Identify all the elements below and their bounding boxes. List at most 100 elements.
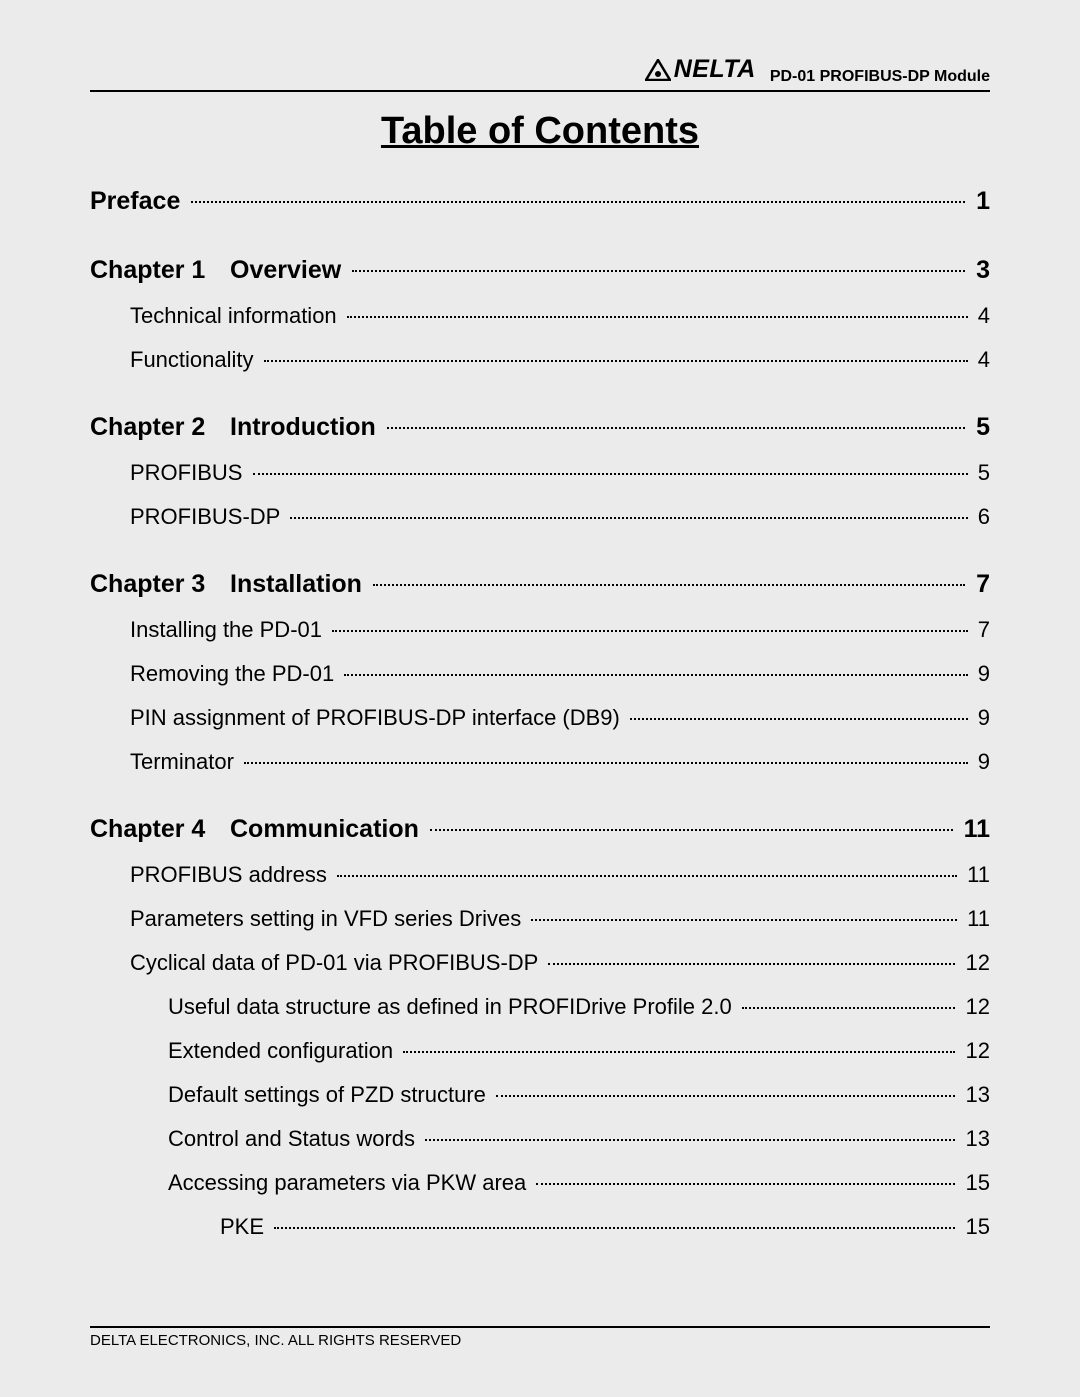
toc-entry-label: PIN assignment of PROFIBUS-DP interface … xyxy=(130,705,626,731)
toc-entry-label: PROFIBUS-DP xyxy=(130,504,286,530)
toc-entry-page: 9 xyxy=(972,661,990,687)
toc-entry-text: PROFIBUS address xyxy=(130,862,327,887)
toc-entry-label: Accessing parameters via PKW area xyxy=(168,1170,532,1196)
toc-leader-dots xyxy=(337,875,957,877)
toc-entry-page: 4 xyxy=(972,347,990,373)
brand-text: NELTA xyxy=(674,55,756,84)
toc-entry-label: Default settings of PZD structure xyxy=(168,1082,492,1108)
toc-entry-label: PKE xyxy=(220,1214,270,1240)
toc-entry-label: Cyclical data of PD-01 via PROFIBUS-DP xyxy=(130,950,544,976)
footer-text: DELTA ELECTRONICS, INC. ALL RIGHTS RESER… xyxy=(90,1332,461,1349)
toc-entry: Functionality 4 xyxy=(130,347,990,373)
toc-entry-text: PROFIBUS-DP xyxy=(130,504,280,529)
toc-entry-text: Communication xyxy=(230,815,419,843)
toc-entry-text: Useful data structure as defined in PROF… xyxy=(168,994,732,1019)
toc-entry: Extended configuration 12 xyxy=(168,1038,990,1064)
toc-entry: PKE 15 xyxy=(220,1214,990,1240)
toc-entry-page: 9 xyxy=(972,749,990,775)
toc-leader-dots xyxy=(430,829,953,831)
page-root: NELTA PD-01 PROFIBUS-DP Module Table of … xyxy=(0,0,1080,1397)
toc-entry-label: Functionality xyxy=(130,347,260,373)
toc-list: Preface 1Chapter 1Overview 3Technical in… xyxy=(90,187,990,1240)
toc-entry: PROFIBUS-DP 6 xyxy=(130,504,990,530)
toc-entry: Chapter 1Overview 3 xyxy=(90,256,990,285)
toc-entry: Cyclical data of PD-01 via PROFIBUS-DP 1… xyxy=(130,950,990,976)
toc-entry-page: 13 xyxy=(959,1126,990,1152)
toc-entry-page: 9 xyxy=(972,705,990,731)
toc-entry-label: Chapter 4Communication xyxy=(90,815,426,844)
toc-entry-text: Default settings of PZD structure xyxy=(168,1082,486,1107)
toc-entry-text: Introduction xyxy=(230,413,376,441)
toc-entry-label: Extended configuration xyxy=(168,1038,399,1064)
toc-entry-label: Chapter 2Introduction xyxy=(90,413,383,442)
toc-entry: PIN assignment of PROFIBUS-DP interface … xyxy=(130,705,990,731)
toc-leader-dots xyxy=(264,360,968,362)
toc-entry-prefix: Chapter 1 xyxy=(90,256,230,285)
toc-entry-label: Chapter 3Installation xyxy=(90,570,369,599)
toc-entry-label: Chapter 1Overview xyxy=(90,256,348,285)
toc-entry: Installing the PD-01 7 xyxy=(130,617,990,643)
toc-entry-text: Terminator xyxy=(130,749,234,774)
toc-leader-dots xyxy=(274,1227,955,1229)
toc-entry-page: 11 xyxy=(957,815,990,844)
toc-entry-page: 7 xyxy=(972,617,990,643)
toc-entry-text: Removing the PD-01 xyxy=(130,661,334,686)
toc-leader-dots xyxy=(536,1183,955,1185)
toc-leader-dots xyxy=(496,1095,955,1097)
toc-entry-prefix: Chapter 3 xyxy=(90,570,230,599)
toc-leader-dots xyxy=(403,1051,955,1053)
toc-entry-page: 5 xyxy=(972,460,990,486)
toc-entry: Technical information 4 xyxy=(130,303,990,329)
toc-leader-dots xyxy=(548,963,955,965)
toc-entry-label: PROFIBUS address xyxy=(130,862,333,888)
toc-leader-dots xyxy=(244,762,968,764)
toc-entry: Chapter 4Communication 11 xyxy=(90,815,990,844)
toc-leader-dots xyxy=(332,630,968,632)
toc-entry-label: Technical information xyxy=(130,303,343,329)
toc-leader-dots xyxy=(347,316,968,318)
toc-entry: Chapter 3Installation 7 xyxy=(90,570,990,599)
toc-entry-label: Control and Status words xyxy=(168,1126,421,1152)
toc-entry-prefix: Chapter 4 xyxy=(90,815,230,844)
brand-logo: NELTA xyxy=(645,55,756,84)
toc-entry: Control and Status words 13 xyxy=(168,1126,990,1152)
toc-leader-dots xyxy=(191,201,965,203)
toc-entry: Chapter 2Introduction 5 xyxy=(90,413,990,442)
toc-leader-dots xyxy=(373,584,965,586)
toc-entry-text: Accessing parameters via PKW area xyxy=(168,1170,526,1195)
toc-entry-text: Installing the PD-01 xyxy=(130,617,322,642)
toc-entry: PROFIBUS address 11 xyxy=(130,862,990,888)
toc-entry-prefix: Chapter 2 xyxy=(90,413,230,442)
toc-leader-dots xyxy=(352,270,965,272)
toc-entry-text: PIN assignment of PROFIBUS-DP interface … xyxy=(130,705,620,730)
toc-entry-label: PROFIBUS xyxy=(130,460,249,486)
toc-entry-label: Terminator xyxy=(130,749,240,775)
toc-entry: Useful data structure as defined in PROF… xyxy=(168,994,990,1020)
toc-entry-text: Overview xyxy=(230,256,341,284)
toc-leader-dots xyxy=(387,427,965,429)
toc-leader-dots xyxy=(742,1007,956,1009)
toc-entry-page: 13 xyxy=(959,1082,990,1108)
toc-leader-dots xyxy=(425,1139,955,1141)
header: NELTA PD-01 PROFIBUS-DP Module xyxy=(90,55,990,92)
toc-entry: Parameters setting in VFD series Drives … xyxy=(130,906,990,932)
footer: DELTA ELECTRONICS, INC. ALL RIGHTS RESER… xyxy=(90,1326,990,1349)
toc-entry-text: Preface xyxy=(90,187,180,215)
toc-entry-page: 12 xyxy=(959,1038,990,1064)
delta-triangle-icon xyxy=(645,59,671,81)
toc-leader-dots xyxy=(253,473,968,475)
toc-entry-text: Technical information xyxy=(130,303,337,328)
toc-entry-label: Parameters setting in VFD series Drives xyxy=(130,906,527,932)
doc-title: PD-01 PROFIBUS-DP Module xyxy=(770,68,990,86)
toc-entry: Terminator 9 xyxy=(130,749,990,775)
toc-entry-label: Installing the PD-01 xyxy=(130,617,328,643)
toc-entry-page: 3 xyxy=(969,256,990,285)
toc-entry: Accessing parameters via PKW area 15 xyxy=(168,1170,990,1196)
toc-entry-page: 5 xyxy=(969,413,990,442)
toc-entry-page: 4 xyxy=(972,303,990,329)
toc-entry-text: PROFIBUS xyxy=(130,460,242,485)
toc-entry-page: 15 xyxy=(959,1214,990,1240)
toc-entry-text: Installation xyxy=(230,570,362,598)
page-title: Table of Contents xyxy=(90,110,990,153)
toc-leader-dots xyxy=(630,718,968,720)
